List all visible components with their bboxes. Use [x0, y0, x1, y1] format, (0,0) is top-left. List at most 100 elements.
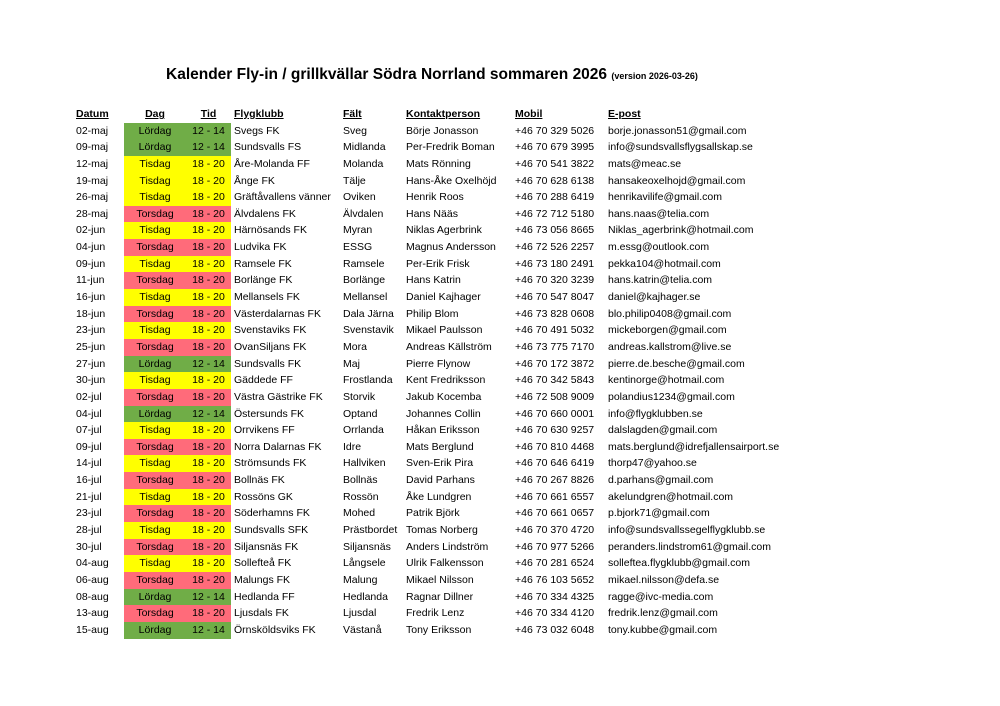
cell-tid: 12 - 14 [186, 621, 231, 639]
cell-datum: 04-aug [76, 557, 109, 570]
cell-mobil: +46 72 712 5180 [515, 207, 595, 220]
header-falt: Fält [343, 108, 362, 120]
cell-epost: peranders.lindstrom61@gmail.com [608, 540, 771, 553]
cell-datum: 06-aug [76, 573, 109, 586]
cell-tid: 18 - 20 [186, 488, 231, 506]
cell-epost: andreas.kallstrom@live.se [608, 340, 732, 353]
cell-falt: Mellansel [343, 291, 388, 304]
cell-kontaktperson: David Parhans [406, 474, 475, 487]
cell-kontaktperson: Hans Katrin [406, 274, 461, 287]
cell-tid: 18 - 20 [186, 372, 231, 389]
cell-dag: Lördag [124, 405, 186, 423]
cell-kontaktperson: Andreas Källström [406, 340, 492, 353]
cell-datum: 09-jul [76, 440, 102, 453]
cell-datum: 04-jun [76, 241, 106, 254]
cell-datum: 28-maj [76, 207, 109, 220]
cell-tid: 12 - 14 [186, 139, 231, 156]
cell-dag: Tisdag [124, 155, 186, 173]
cell-falt: Prästbordet [343, 524, 398, 537]
cell-tid: 12 - 14 [186, 122, 231, 140]
header-mobil: Mobil [515, 108, 543, 120]
cell-mobil: +46 70 329 5026 [515, 124, 595, 137]
cell-mobil: +46 70 342 5843 [515, 374, 595, 387]
cell-epost: info@sundsvallssegelflygklubb.se [608, 524, 766, 537]
cell-kontaktperson: Jakub Kocemba [406, 390, 482, 403]
cell-tid: 12 - 14 [186, 588, 231, 606]
cell-epost: Niklas_agerbrink@hotmail.com [608, 224, 754, 237]
cell-kontaktperson: Patrik Björk [406, 507, 460, 520]
cell-flygklubb: Ramsele FK [234, 257, 292, 270]
cell-datum: 18-jun [76, 307, 106, 320]
title-main: Kalender Fly-in / grillkvällar Södra Nor… [166, 66, 608, 83]
cell-dag: Torsdag [124, 388, 186, 406]
cell-epost: akelundgren@hotmail.com [608, 490, 734, 503]
cell-epost: polandius1234@gmail.com [608, 390, 735, 403]
cell-falt: Siljansnäs [343, 540, 391, 553]
header-datum: Datum [76, 108, 109, 120]
cell-datum: 23-jun [76, 324, 106, 337]
cell-kontaktperson: Mikael Paulsson [406, 324, 483, 337]
cell-datum: 16-jun [76, 291, 106, 304]
cell-dag: Tisdag [124, 222, 186, 240]
cell-kontaktperson: Kent Fredriksson [406, 374, 486, 387]
cell-mobil: +46 72 526 2257 [515, 241, 595, 254]
cell-flygklubb: Västra Gästrike FK [234, 390, 323, 403]
cell-falt: Mohed [343, 507, 376, 520]
cell-dag: Torsdag [124, 239, 186, 256]
cell-tid: 12 - 14 [186, 355, 231, 373]
cell-epost: hansakeoxelhojd@gmail.com [608, 174, 746, 187]
cell-datum: 04-jul [76, 407, 102, 420]
cell-epost: mikael.nilsson@defa.se [608, 573, 720, 586]
cell-falt: Hallviken [343, 457, 386, 470]
cell-flygklubb: Sundsvalls FK [234, 357, 302, 370]
cell-falt: Orrlanda [343, 424, 384, 437]
cell-tid: 18 - 20 [186, 388, 231, 406]
header-kontaktperson: Kontaktperson [406, 108, 481, 120]
cell-epost: thorp47@yahoo.se [608, 457, 697, 470]
cell-datum: 02-jun [76, 224, 106, 237]
cell-flygklubb: Strömsunds FK [234, 457, 307, 470]
cell-dag: Tisdag [124, 189, 186, 206]
cell-kontaktperson: Sven-Erik Pira [406, 457, 474, 470]
cell-falt: Frostlanda [343, 374, 393, 387]
cell-tid: 18 - 20 [186, 455, 231, 473]
cell-dag: Lördag [124, 621, 186, 639]
cell-mobil: +46 73 032 6048 [515, 623, 595, 636]
cell-flygklubb: Ludvika FK [234, 241, 287, 254]
cell-flygklubb: Ånge FK [234, 174, 275, 187]
cell-flygklubb: Rossöns GK [234, 490, 293, 503]
cell-falt: Rossön [343, 490, 379, 503]
page-title: Kalender Fly-in / grillkvällar Södra Nor… [166, 66, 866, 84]
cell-epost: p.bjork71@gmail.com [608, 507, 710, 520]
cell-tid: 18 - 20 [186, 205, 231, 223]
cell-mobil: +46 70 630 9257 [515, 424, 595, 437]
cell-dag: Tisdag [124, 322, 186, 339]
cell-dag: Torsdag [124, 438, 186, 456]
cell-dag: Tisdag [124, 422, 186, 439]
cell-dag: Tisdag [124, 488, 186, 506]
cell-tid: 18 - 20 [186, 605, 231, 622]
cell-datum: 26-maj [76, 191, 109, 204]
cell-kontaktperson: Åke Lundgren [406, 490, 472, 503]
cell-falt: Myran [343, 224, 373, 237]
cell-falt: Älvdalen [343, 207, 384, 220]
cell-tid: 18 - 20 [186, 155, 231, 173]
cell-datum: 11-jun [76, 274, 105, 287]
cell-tid: 18 - 20 [186, 239, 231, 256]
cell-falt: ESSG [343, 241, 373, 254]
cell-epost: solleftea.flygklubb@gmail.com [608, 557, 750, 570]
cell-dag: Torsdag [124, 472, 186, 489]
cell-dag: Torsdag [124, 538, 186, 556]
cell-flygklubb: Ljusdals FK [234, 607, 289, 620]
cell-kontaktperson: Hans Nääs [406, 207, 458, 220]
cell-dag: Lördag [124, 139, 186, 156]
cell-flygklubb: Orrvikens FF [234, 424, 295, 437]
cell-flygklubb: Malungs FK [234, 573, 291, 586]
cell-epost: borje.jonasson51@gmail.com [608, 124, 747, 137]
cell-datum: 28-jul [76, 524, 102, 537]
cell-flygklubb: Hedlanda FF [234, 590, 295, 603]
cell-falt: Optand [343, 407, 378, 420]
cell-falt: Midlanda [343, 141, 386, 154]
cell-flygklubb: Bollnäs FK [234, 474, 285, 487]
cell-flygklubb: Sundsvalls SFK [234, 524, 309, 537]
